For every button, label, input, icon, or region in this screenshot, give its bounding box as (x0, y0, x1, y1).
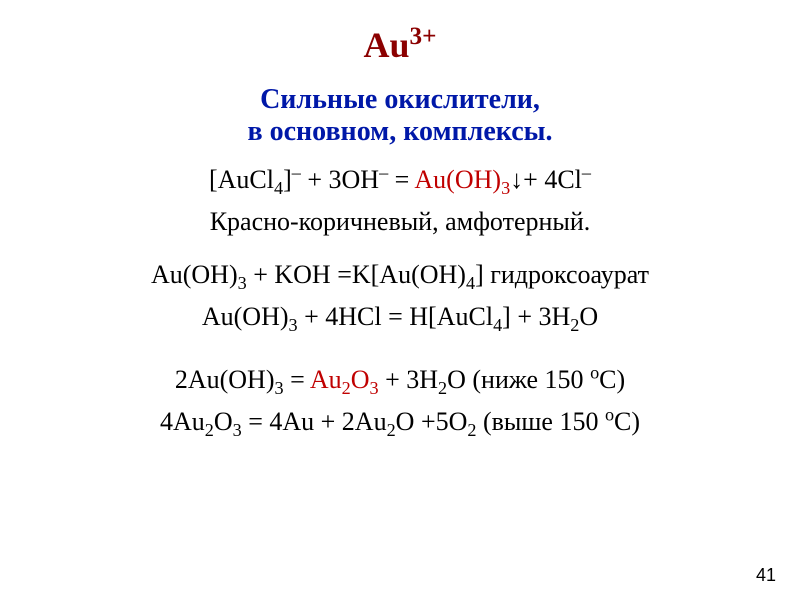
equation-3: Au(OH)3 + 4HCl = H[AuCl4] + 3H2O (40, 301, 760, 334)
equation-5: 4Au2O3 = 4Au + 2Au2O +5O2 (выше 150 oC) (40, 406, 760, 439)
eq4-part: + 3H (379, 365, 438, 394)
eq2-part: ] гидроксоаурат (475, 260, 649, 289)
eq4-sub: 2 (438, 378, 447, 398)
equation-2: Au(OH)3 + KOH =K[Au(OH)4] гидроксоаурат (40, 259, 760, 292)
slide-subtitle: Сильные окислители, в основном, комплекс… (40, 84, 760, 148)
subtitle-line-1: Сильные окислители, (260, 84, 540, 115)
eq3-sub: 2 (570, 316, 579, 336)
title-species: Au (364, 25, 410, 65)
equation-4: 2Au(OH)3 = Au2O3 + 3H2O (ниже 150 oC) (40, 364, 760, 397)
slide: Au3+ Сильные окислители, в основном, ком… (0, 0, 800, 600)
eq5-part: 4Au (160, 407, 205, 436)
page-number: 41 (756, 565, 776, 586)
eq1-product: Au(OH)3 (414, 165, 510, 194)
eq4-sub: 3 (275, 378, 284, 398)
eq2-sub: 4 (466, 273, 475, 293)
eq2-sub: 3 (238, 273, 247, 293)
eq3-part: ] + 3H (502, 302, 570, 331)
title-charge: 3+ (410, 23, 437, 50)
eq1-eq: = (388, 165, 414, 194)
slide-title: Au3+ (40, 24, 760, 66)
eq4-part: O (ниже 150 (447, 365, 590, 394)
eq2-part: Au(OH) (151, 260, 238, 289)
eq3-part: Au(OH) (202, 302, 289, 331)
eq1-sup: – (379, 163, 388, 183)
eq4-part: 2Au(OH) (175, 365, 275, 394)
equation-1: [AuCl4]– + 3OH– = Au(OH)3↓+ 4Cl– (40, 164, 760, 197)
eq1-part: + 4Cl (523, 165, 582, 194)
eq1-part: ] (283, 165, 292, 194)
eq1-sup: – (292, 163, 301, 183)
eq1-sub: 4 (274, 179, 283, 199)
eq1-part: + 3OH (301, 165, 379, 194)
eq5-sub: 2 (205, 421, 214, 441)
eq2-part: + KOH =K[Au(OH) (247, 260, 466, 289)
eq5-sub: 3 (233, 421, 242, 441)
eq3-sub: 3 (289, 316, 298, 336)
eq4-product: Au2O3 (310, 365, 379, 394)
subtitle-line-2: в основном, комплексы. (247, 116, 552, 147)
eq5-part: = 4Au + 2Au (242, 407, 387, 436)
eq3-part: O (579, 302, 598, 331)
eq1-arrow: ↓ (510, 165, 523, 194)
eq4-eq: = (284, 365, 310, 394)
eq4-prod-sub: 2 (342, 378, 351, 398)
eq1-sup: – (582, 163, 591, 183)
eq4-prod-sp: O (351, 365, 370, 394)
spacer (40, 344, 760, 354)
eq3-part: + 4HCl = H[AuCl (298, 302, 493, 331)
eq3-sub: 4 (493, 316, 502, 336)
eq1-part: [AuCl (209, 165, 274, 194)
eq5-sub: 2 (387, 421, 396, 441)
eq5-sup: o (605, 405, 614, 425)
eq4-sup: o (590, 362, 599, 382)
eq4-prod-sub: 3 (369, 378, 378, 398)
eq5-part: O +5O (396, 407, 468, 436)
eq5-part: (выше 150 (476, 407, 604, 436)
eq5-part: C) (614, 407, 640, 436)
description-1: Красно-коричневый, амфотерный. (40, 207, 760, 237)
eq1-prod-sp: Au(OH) (414, 165, 501, 194)
eq4-prod-sp: Au (310, 365, 342, 394)
eq5-part: O (214, 407, 233, 436)
eq4-part: C) (599, 365, 625, 394)
eq1-prod-sub: 3 (501, 179, 510, 199)
